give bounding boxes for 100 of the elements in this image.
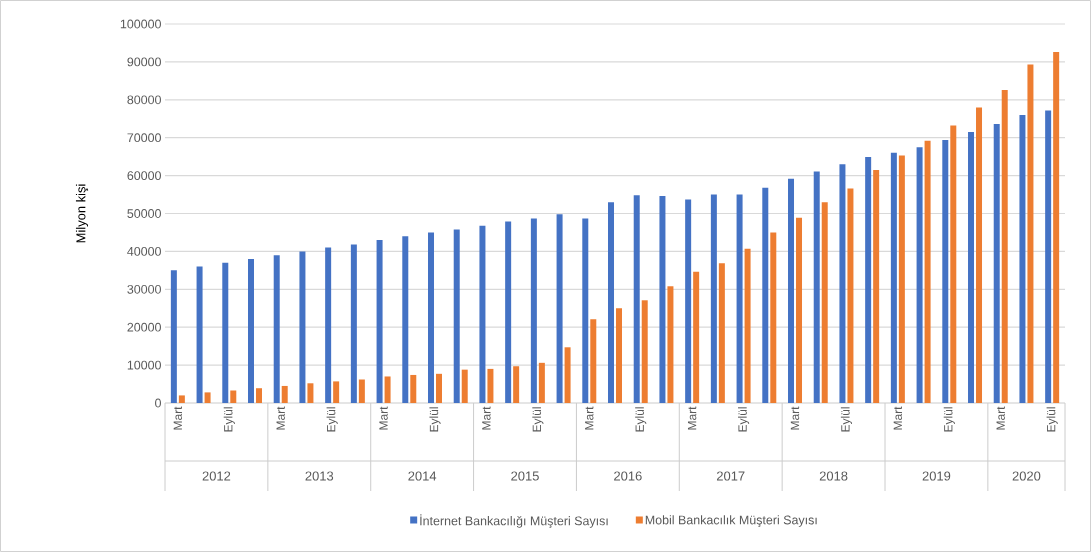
bar — [839, 164, 846, 403]
x-tick-label: Eylül — [635, 407, 647, 432]
bar — [616, 308, 622, 403]
bar — [436, 373, 442, 403]
legend-label: İnternet Bankacılığı Müşteri Sayısı — [420, 514, 608, 528]
bar — [1019, 114, 1026, 403]
y-tick-label: 50000 — [127, 209, 161, 218]
text: 2019 — [922, 471, 951, 481]
x-tick-label: Eylül — [326, 407, 338, 432]
bar — [350, 244, 357, 403]
bar — [222, 262, 229, 403]
x-tick-label: Mart — [893, 406, 903, 430]
bar — [273, 255, 280, 403]
text: 2017 — [716, 471, 745, 481]
bar — [608, 202, 614, 403]
bar — [358, 379, 365, 403]
bar — [1045, 110, 1052, 403]
bar — [924, 140, 931, 403]
x-tick-label: Eylül — [1046, 407, 1058, 432]
y-axis-title: Milyon kişi — [75, 184, 89, 243]
x-tick-label: Eylül — [738, 407, 750, 432]
bar — [710, 194, 717, 403]
bar — [1053, 52, 1060, 403]
bar — [582, 218, 589, 403]
bar — [873, 169, 880, 403]
bar — [865, 157, 872, 403]
bar — [633, 195, 640, 403]
bar — [1027, 64, 1034, 403]
bar — [968, 132, 975, 403]
bar — [718, 263, 725, 403]
bar — [1001, 89, 1008, 403]
bar — [667, 286, 674, 403]
y-tick-label: 0 — [155, 398, 161, 408]
bar — [333, 381, 340, 403]
bar — [556, 214, 563, 403]
bar — [770, 232, 777, 403]
bar — [513, 366, 520, 403]
x-tick-label: Mart — [790, 406, 800, 430]
text: 2020 — [1012, 471, 1041, 481]
bar — [230, 390, 237, 403]
y-tick-label: 10000 — [127, 360, 161, 370]
bar — [942, 139, 949, 403]
y-tick-label: 80000 — [127, 95, 161, 105]
bar — [204, 392, 211, 403]
bar — [693, 271, 700, 403]
legend-label: Mobil Bankacılık Müşteri Sayısı — [645, 515, 817, 527]
bar — [821, 202, 828, 403]
text: 2012 — [202, 471, 231, 481]
bar — [299, 251, 306, 403]
bar — [248, 258, 254, 403]
bar — [564, 347, 571, 403]
bar — [788, 178, 795, 403]
bar — [307, 383, 314, 403]
x-tick-label: Mart — [996, 406, 1005, 430]
bar — [590, 319, 597, 403]
text: 2015 — [511, 471, 539, 481]
bar — [170, 270, 177, 403]
x-tick-label: Mart — [379, 406, 388, 430]
x-tick-label: Mart — [482, 406, 491, 430]
bar — [950, 125, 957, 403]
text: 2014 — [408, 471, 437, 481]
text: 2018 — [819, 471, 848, 481]
bar — [796, 217, 803, 403]
x-tick-label: Eylül — [840, 407, 853, 432]
x-tick-label: Eylül — [532, 407, 544, 432]
x-tick-label: Mart — [687, 406, 697, 430]
bar — [813, 171, 820, 403]
bar — [376, 240, 383, 403]
y-tick-label: 40000 — [127, 247, 161, 256]
bar — [993, 124, 1000, 403]
y-tick-label: 60000 — [127, 171, 161, 181]
bar — [256, 388, 262, 403]
bar — [916, 147, 923, 403]
bar — [744, 248, 751, 403]
bar — [196, 266, 203, 403]
y-tick-label: 30000 — [127, 284, 161, 294]
bar — [659, 196, 666, 403]
y-tick-label: 90000 — [127, 57, 161, 67]
x-tick-label: Eylül — [429, 407, 441, 432]
text: 2016 — [614, 471, 642, 481]
bar — [453, 229, 460, 403]
y-tick-label: 100000 — [120, 19, 161, 29]
bar — [847, 188, 854, 403]
y-tick-label: 20000 — [127, 322, 161, 332]
bar — [479, 225, 486, 403]
bar — [178, 395, 185, 403]
bar — [736, 194, 743, 403]
bar — [898, 155, 905, 403]
bar — [890, 152, 897, 403]
bar — [762, 187, 769, 403]
x-tick-label: Eylül — [943, 407, 955, 432]
bar — [641, 300, 648, 403]
bar — [505, 221, 512, 403]
bar — [976, 107, 983, 403]
x-tick-label: Mart — [585, 406, 594, 430]
y-tick-label: 70000 — [127, 133, 161, 143]
bar — [487, 368, 494, 403]
bar — [530, 218, 537, 403]
bar — [538, 362, 545, 403]
bar — [325, 247, 332, 403]
